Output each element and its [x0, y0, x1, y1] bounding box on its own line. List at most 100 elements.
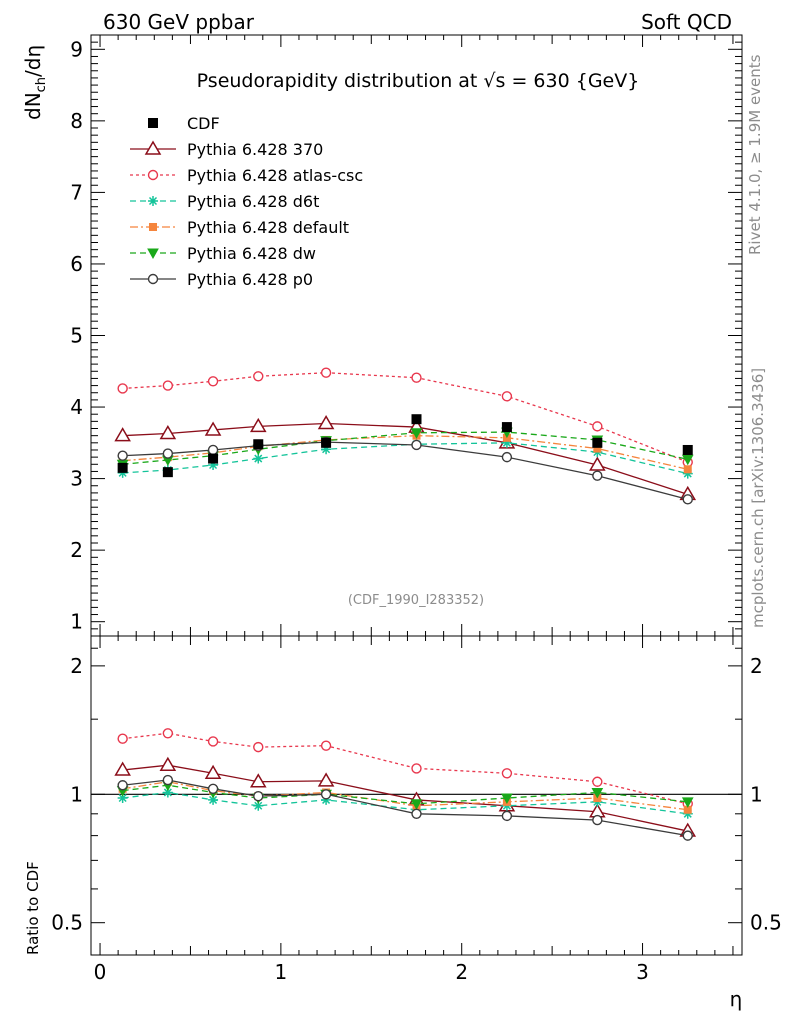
- ratio-point-1: [501, 768, 513, 779]
- series-point-3: [593, 444, 602, 453]
- series-point-1: [253, 371, 264, 382]
- ratio-point-5: [682, 830, 693, 841]
- series-point-2: [208, 460, 219, 471]
- series-point-5: [207, 444, 219, 456]
- mcplots-text-group: mcplots.cern.ch [arXiv:1306.3436]: [749, 368, 767, 628]
- series-point-5: [162, 448, 174, 459]
- data-point: [117, 462, 128, 473]
- ratio-point-1: [162, 728, 174, 739]
- chart-title: Pseudorapidity distribution at √s = 630 …: [197, 70, 640, 92]
- data-point: [208, 453, 219, 464]
- legend: CDF Pythia 6.428 370 Pythia 6.428 atlas-cs…: [130, 114, 363, 289]
- ratio-point-2: [117, 793, 128, 804]
- series-point-0: [249, 417, 267, 433]
- series-point-5: [117, 450, 128, 461]
- y-tick-label-ratio-right: 0.5: [750, 911, 782, 935]
- ratio-point-1: [592, 776, 603, 787]
- legend-label: Pythia 6.428 dw: [187, 244, 316, 263]
- rivet-label: Rivet 4.1.0, ≥ 1.9M events: [746, 54, 764, 255]
- ratio-point-0: [114, 761, 131, 776]
- ratio-panel: 0.5 0.5 1 1 2 2 0 1 2 3: [51, 635, 782, 984]
- ratio-point-4: [410, 799, 423, 810]
- ratio-point-1: [320, 740, 332, 751]
- legend-marker: [149, 223, 157, 231]
- series-line-4: [122, 431, 688, 465]
- ratio-point-0: [204, 764, 222, 780]
- ratio-point-1: [117, 733, 128, 744]
- series-point-1: [207, 376, 219, 387]
- y-tick-label-ratio: 1: [70, 782, 83, 806]
- legend-marker-data: [148, 118, 158, 128]
- series-line-1: [122, 372, 688, 463]
- legend-marker: [148, 196, 158, 206]
- ratio-point-5: [501, 810, 513, 822]
- rivet-text-group: Rivet 4.1.0, ≥ 1.9M events: [746, 54, 764, 255]
- legend-label: Pythia 6.428 d6t: [187, 192, 319, 211]
- x-axis-label: η: [730, 987, 743, 1011]
- ratio-point-0: [159, 756, 177, 771]
- data-point: [592, 437, 603, 448]
- ratio-point-2: [253, 800, 264, 811]
- y-axis-label-ratio: Ratio to CDF: [24, 861, 42, 955]
- legend-marker: [147, 273, 159, 285]
- data-point: [682, 444, 693, 455]
- ratio-point-2: [208, 794, 219, 805]
- data-point: [501, 422, 512, 433]
- ratio-point-3: [683, 805, 692, 814]
- legend-marker: [144, 140, 162, 155]
- y-tick-label-ratio: 2: [70, 654, 83, 678]
- series-point-5: [592, 470, 603, 481]
- ratio-point-5: [207, 783, 219, 795]
- x-tick-label: 1: [275, 960, 288, 984]
- legend-marker: [147, 169, 159, 181]
- y-tick-label-ratio: 0.5: [51, 911, 83, 935]
- y-tick-label-main: 5: [70, 324, 83, 348]
- series-point-0: [114, 427, 131, 442]
- legend-label: Pythia 6.428 atlas-csc: [187, 166, 363, 185]
- ratio-point-1: [207, 736, 219, 747]
- y-axis-label-ratio-group: Ratio to CDF: [24, 861, 42, 955]
- ratio-point-4: [681, 797, 694, 808]
- x-tick-label: 3: [636, 960, 649, 984]
- y-axis-label-main: dNch/dη: [21, 45, 49, 120]
- y-tick-label-main: 6: [70, 252, 83, 276]
- ratio-point-0: [249, 773, 267, 788]
- ratio-point-5: [117, 780, 128, 791]
- y-tick-label-main: 1: [70, 610, 83, 634]
- header-left: 630 GeV ppbar: [103, 10, 255, 34]
- y-tick-label-ratio-right: 1: [750, 782, 763, 806]
- series-point-0: [159, 425, 177, 440]
- ratio-point-2: [162, 787, 173, 798]
- ratio-point-0: [317, 772, 335, 787]
- series-point-5: [682, 494, 693, 505]
- y-tick-label-main: 9: [70, 37, 83, 61]
- series-point-1: [592, 421, 603, 432]
- series-point-1: [320, 367, 332, 378]
- ratio-point-5: [592, 814, 603, 826]
- analysis-label: (CDF_1990_I283352): [348, 593, 484, 608]
- legend-label: Pythia 6.428 p0: [187, 270, 313, 289]
- header-right: Soft QCD: [641, 10, 732, 34]
- series-point-2: [321, 444, 332, 455]
- data-point: [253, 439, 264, 450]
- series-point-3: [683, 465, 692, 474]
- ratio-frame: [90, 635, 743, 956]
- series-point-1: [411, 372, 422, 383]
- series-point-1: [501, 391, 513, 402]
- y-tick-label-main: 4: [70, 395, 83, 419]
- series-point-5: [501, 451, 513, 463]
- ratio-point-4: [591, 787, 604, 799]
- data-point: [411, 414, 422, 425]
- legend-marker: [147, 248, 159, 260]
- series-point-4: [410, 428, 423, 439]
- y-tick-label-main: 3: [70, 467, 83, 491]
- ratio-point-5: [320, 789, 332, 800]
- y-tick-label-main: 7: [70, 180, 83, 204]
- legend-label: CDF: [187, 114, 220, 133]
- series-point-0: [204, 421, 222, 436]
- y-tick-label-main: 8: [70, 109, 83, 133]
- ratio-point-5: [162, 774, 174, 786]
- legend-label: Pythia 6.428 370: [187, 140, 323, 159]
- ratio-point-1: [253, 741, 264, 753]
- y-tick-label-ratio-right: 2: [750, 654, 763, 678]
